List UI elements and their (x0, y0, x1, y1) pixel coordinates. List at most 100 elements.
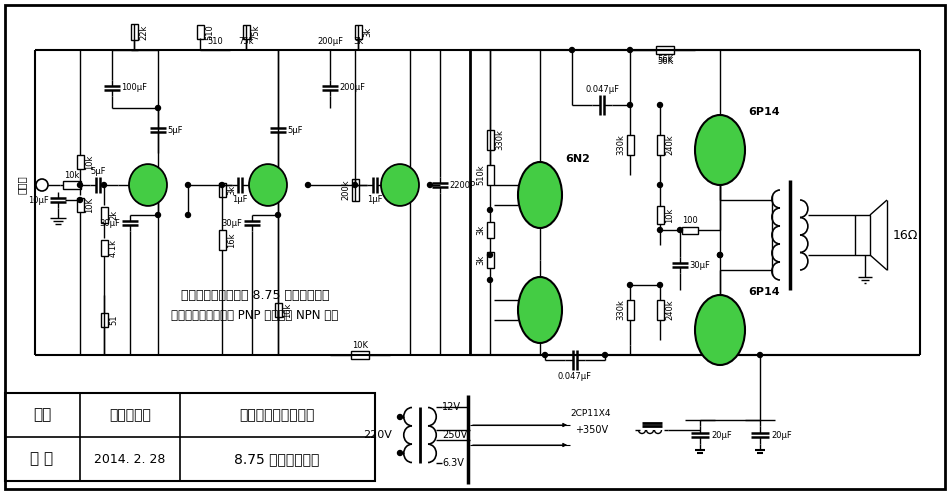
Text: 30μF: 30μF (690, 260, 711, 270)
Text: 1μF: 1μF (232, 195, 248, 204)
Text: 20μF: 20μF (711, 430, 732, 440)
Bar (354, 25, 362, 39)
Bar (352, 179, 358, 201)
Text: 330k: 330k (495, 129, 504, 151)
Bar (626, 300, 634, 320)
Circle shape (487, 207, 492, 212)
Bar (130, 24, 138, 40)
Circle shape (628, 283, 633, 288)
Circle shape (717, 252, 723, 257)
Bar (486, 252, 493, 268)
Bar (197, 25, 203, 39)
Text: 240k: 240k (665, 300, 674, 320)
Text: 3k: 3k (227, 185, 236, 195)
Circle shape (569, 47, 575, 52)
Text: 22k: 22k (139, 24, 148, 40)
Circle shape (657, 283, 662, 288)
Text: 75k: 75k (251, 24, 260, 40)
Text: 2014. 2. 28: 2014. 2. 28 (94, 453, 165, 465)
Text: 56K: 56K (657, 55, 673, 65)
Circle shape (487, 278, 492, 283)
Text: 5μF: 5μF (288, 125, 303, 134)
Bar (5, 393, 375, 481)
Circle shape (185, 212, 191, 217)
Text: 330k: 330k (616, 134, 625, 156)
Text: 3k: 3k (363, 27, 372, 37)
Circle shape (102, 182, 106, 188)
Text: 510k: 510k (476, 165, 485, 185)
Bar (275, 303, 281, 317)
Text: 510: 510 (207, 38, 223, 46)
Bar (486, 130, 493, 150)
Text: 200k: 200k (341, 180, 350, 200)
Text: 3k: 3k (476, 255, 485, 265)
Circle shape (602, 353, 607, 358)
Text: 16k: 16k (227, 232, 236, 248)
Bar (101, 240, 107, 256)
Circle shape (78, 198, 83, 203)
Text: 广东电影机械修配厂: 广东电影机械修配厂 (239, 408, 314, 422)
Circle shape (352, 182, 357, 188)
Circle shape (156, 106, 161, 111)
Ellipse shape (695, 115, 745, 185)
Text: 0.047μF: 0.047μF (558, 371, 592, 380)
Text: 240k: 240k (665, 135, 674, 155)
Ellipse shape (381, 164, 419, 206)
Bar (218, 183, 225, 197)
Text: 100: 100 (682, 216, 698, 225)
Bar (656, 135, 663, 155)
Text: 30μF: 30μF (100, 218, 121, 228)
Text: （由秦皇岛阿昌将锃 PNP 管改为硅 NPN 管）: （由秦皇岛阿昌将锃 PNP 管改为硅 NPN 管） (171, 308, 338, 322)
Text: 1μF: 1μF (368, 195, 383, 204)
Text: 75k: 75k (238, 38, 254, 46)
Ellipse shape (518, 162, 562, 228)
Circle shape (657, 102, 662, 108)
Circle shape (78, 182, 83, 188)
Bar (351, 351, 369, 359)
Text: 200μF: 200μF (339, 83, 366, 92)
Text: 0.047μF: 0.047μF (585, 84, 619, 93)
Ellipse shape (695, 295, 745, 365)
Text: 100μF: 100μF (122, 83, 147, 92)
Text: 5μF: 5μF (90, 166, 105, 175)
Text: 6N2: 6N2 (565, 154, 590, 164)
Bar (626, 135, 634, 155)
Circle shape (657, 228, 662, 233)
Text: 30μF: 30μF (221, 218, 242, 228)
Text: 磁头入: 磁头入 (17, 176, 27, 194)
Circle shape (487, 252, 492, 257)
Text: 6.3V: 6.3V (442, 458, 464, 468)
Circle shape (156, 212, 161, 217)
Text: 制图: 制图 (33, 408, 51, 422)
Circle shape (542, 353, 547, 358)
Bar (77, 198, 84, 212)
Text: 8.75 扩音机线路图: 8.75 扩音机线路图 (235, 452, 320, 466)
Bar (656, 300, 663, 320)
Text: 10k: 10k (85, 154, 94, 169)
Text: 250V: 250V (442, 430, 467, 440)
Bar (101, 313, 107, 327)
Circle shape (628, 47, 633, 52)
Text: 3k: 3k (352, 38, 363, 46)
Text: 2200P: 2200P (449, 180, 476, 190)
Text: 日 期: 日 期 (30, 452, 53, 466)
Text: 4.1k: 4.1k (109, 239, 118, 257)
Bar (218, 230, 225, 250)
Bar (242, 25, 250, 39)
Bar (656, 206, 663, 224)
Bar (682, 227, 698, 234)
Circle shape (628, 102, 633, 108)
Text: 6P14: 6P14 (748, 287, 780, 297)
Circle shape (276, 212, 280, 217)
Text: 51: 51 (109, 315, 118, 325)
Text: 220V: 220V (363, 430, 392, 440)
Bar (77, 155, 84, 169)
Text: 12V: 12V (442, 402, 461, 412)
Text: 10K: 10K (85, 197, 94, 213)
Bar (855, 215, 870, 255)
Ellipse shape (129, 164, 167, 206)
Circle shape (36, 179, 48, 191)
Text: 330k: 330k (616, 299, 625, 321)
Text: 10μF: 10μF (28, 196, 48, 205)
Circle shape (219, 182, 224, 188)
